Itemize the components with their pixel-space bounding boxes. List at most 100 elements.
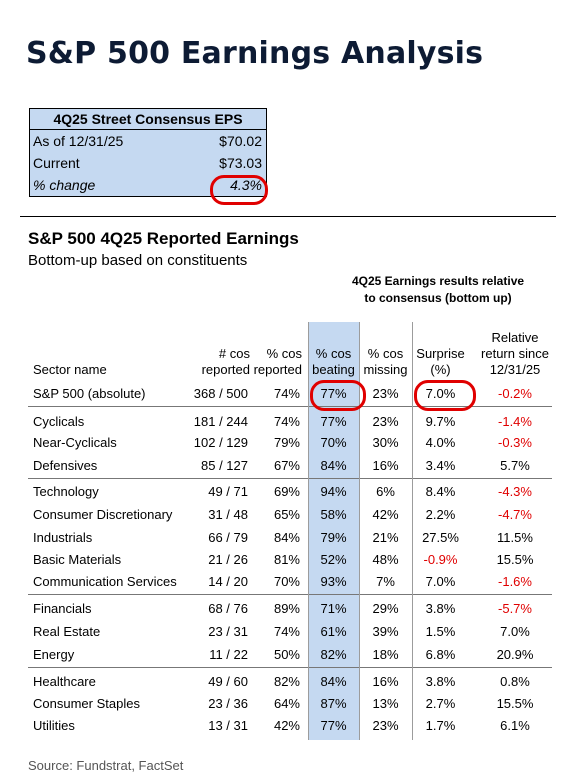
cell-pct-missing: 30% xyxy=(372,435,399,450)
col-header-line: reported xyxy=(253,362,302,377)
cell-sector-name: Cyclicals xyxy=(33,414,85,429)
cell-relative-return: -1.4% xyxy=(498,414,532,429)
cell-pct-missing: 23% xyxy=(372,414,399,429)
cell-surprise: 6.8% xyxy=(425,647,456,662)
cell-cos-reported: 181 / 244 xyxy=(193,414,248,429)
col-header-cos-reported: # cos reported xyxy=(180,346,250,378)
cell-sector-name: Utilities xyxy=(33,718,75,733)
cell-pct-beating: 77% xyxy=(320,386,347,401)
cell-cos-reported: 102 / 129 xyxy=(193,435,248,450)
cell-sector-name: Near-Cyclicals xyxy=(33,435,117,450)
cell-pct-missing: 6% xyxy=(376,484,395,499)
cell-pct-reported: 67% xyxy=(273,458,300,473)
cell-pct-missing: 48% xyxy=(372,552,399,567)
cell-pct-reported: 74% xyxy=(273,414,300,429)
cell-pct-beating: 77% xyxy=(320,414,347,429)
cell-pct-beating: 84% xyxy=(320,458,347,473)
col-header-relative-return: Relative return since 12/31/25 xyxy=(473,330,557,378)
cell-sector-name: Technology xyxy=(33,484,99,499)
cell-surprise: -0.9% xyxy=(423,552,458,567)
cell-relative-return: -0.2% xyxy=(498,386,532,401)
cell-pct-reported: 70% xyxy=(273,574,300,589)
cell-pct-reported: 84% xyxy=(273,530,300,545)
cell-pct-beating: 70% xyxy=(320,435,347,450)
eps-change-callout-circle xyxy=(210,175,268,205)
cell-relative-return: -5.7% xyxy=(498,601,532,616)
cell-pct-beating: 87% xyxy=(320,696,347,711)
cell-pct-reported: 64% xyxy=(273,696,300,711)
col-header-line: Sector name xyxy=(33,362,107,377)
cell-pct-missing: 7% xyxy=(376,574,395,589)
cell-surprise: 7.0% xyxy=(425,386,456,401)
col-header-line: % cos xyxy=(315,346,352,361)
eps-row-current: Current $73.03 xyxy=(30,152,266,174)
cell-relative-return: 7.0% xyxy=(500,624,530,639)
cell-cos-reported: 21 / 26 xyxy=(208,552,248,567)
cell-relative-return: 5.7% xyxy=(500,458,530,473)
group-divider xyxy=(28,594,552,595)
eps-label: % change xyxy=(33,177,96,193)
cell-pct-beating: 84% xyxy=(320,674,347,689)
col-header-pct-missing: % cos missing xyxy=(359,346,412,378)
cell-surprise: 3.8% xyxy=(425,674,456,689)
cell-pct-beating: 94% xyxy=(320,484,347,499)
page-title: S&P 500 Earnings Analysis xyxy=(26,36,484,71)
cell-cos-reported: 13 / 31 xyxy=(208,718,248,733)
cell-relative-return: 11.5% xyxy=(497,530,533,545)
cell-pct-missing: 23% xyxy=(372,718,399,733)
cell-relative-return: -0.3% xyxy=(498,435,532,450)
cell-sector-name: Defensives xyxy=(33,458,98,473)
cell-sector-name: Real Estate xyxy=(33,624,101,639)
col-header-line: 12/31/25 xyxy=(489,362,541,377)
col-header-pct-reported: % cos reported xyxy=(250,346,302,378)
cell-surprise: 3.4% xyxy=(425,458,456,473)
col-header-line: missing xyxy=(363,362,408,377)
section-divider xyxy=(20,216,556,217)
cell-surprise: 9.7% xyxy=(425,414,456,429)
eps-label: Current xyxy=(33,155,80,171)
cell-pct-reported: 74% xyxy=(273,624,300,639)
eps-label: As of 12/31/25 xyxy=(33,133,124,149)
cell-cos-reported: 66 / 79 xyxy=(208,530,248,545)
cell-pct-missing: 21% xyxy=(372,530,399,545)
cell-cos-reported: 23 / 31 xyxy=(208,624,248,639)
cell-surprise: 3.8% xyxy=(425,601,456,616)
group-header-line: 4Q25 Earnings results relative xyxy=(351,274,525,288)
cell-pct-reported: 82% xyxy=(273,674,300,689)
col-header-pct-beating: % cos beating xyxy=(308,346,359,378)
col-header-line: reported xyxy=(201,362,250,377)
cell-cos-reported: 368 / 500 xyxy=(193,386,248,401)
cell-pct-missing: 23% xyxy=(372,386,399,401)
cell-pct-beating: 61% xyxy=(320,624,347,639)
cell-sector-name: Healthcare xyxy=(33,674,96,689)
col-header-surprise: Surprise (%) xyxy=(412,346,469,378)
cell-cos-reported: 49 / 71 xyxy=(208,484,248,499)
col-header-line: % cos xyxy=(266,346,302,361)
cell-pct-reported: 65% xyxy=(273,507,300,522)
col-header-line: beating xyxy=(312,362,355,377)
group-divider xyxy=(28,406,552,407)
cell-relative-return: -4.3% xyxy=(498,484,532,499)
column-separator xyxy=(359,322,360,740)
cell-sector-name: Consumer Discretionary xyxy=(33,507,173,522)
cell-surprise: 1.5% xyxy=(425,624,456,639)
col-header-line: return since xyxy=(481,346,549,361)
cell-relative-return: 15.5% xyxy=(496,552,534,567)
cell-surprise: 2.2% xyxy=(425,507,456,522)
cell-pct-reported: 69% xyxy=(273,484,300,499)
cell-pct-beating: 52% xyxy=(320,552,347,567)
cell-sector-name: Basic Materials xyxy=(33,552,122,567)
cell-surprise: 1.7% xyxy=(425,718,456,733)
cell-pct-beating: 58% xyxy=(320,507,347,522)
cell-pct-missing: 39% xyxy=(372,624,399,639)
cell-pct-missing: 29% xyxy=(372,601,399,616)
cell-relative-return: -1.6% xyxy=(498,574,532,589)
cell-pct-missing: 13% xyxy=(372,696,399,711)
cell-cos-reported: 68 / 76 xyxy=(208,601,248,616)
cell-sector-name: Financials xyxy=(33,601,92,616)
eps-value: $73.03 xyxy=(219,155,262,171)
cell-pct-missing: 16% xyxy=(372,674,399,689)
source-note: Source: Fundstrat, FactSet xyxy=(28,758,184,773)
cell-cos-reported: 85 / 127 xyxy=(201,458,248,473)
cell-relative-return: 15.5% xyxy=(496,696,534,711)
